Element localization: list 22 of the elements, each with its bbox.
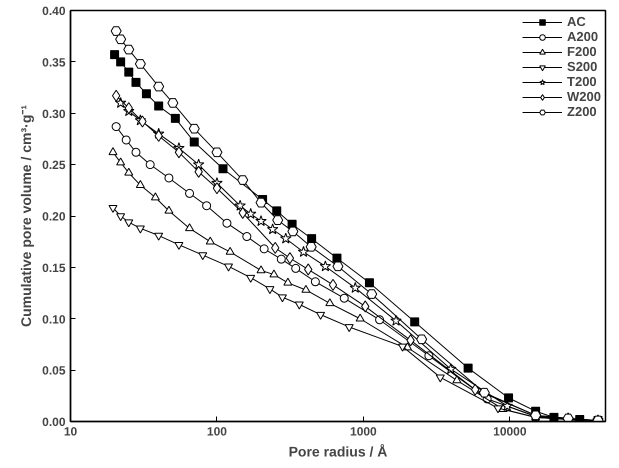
y-axis-title: Cumulative pore volume / cm³·g⁻¹ bbox=[18, 104, 34, 328]
y-tick-label: 0.10 bbox=[42, 312, 66, 326]
y-tick-label: 0.00 bbox=[42, 415, 66, 429]
y-tick-label: 0.25 bbox=[42, 158, 66, 172]
legend-label: A200 bbox=[567, 29, 598, 44]
legend-label: S200 bbox=[567, 59, 598, 74]
legend-label: Z200 bbox=[567, 104, 597, 119]
x-tick-label: 10000 bbox=[493, 424, 527, 438]
legend-label: AC bbox=[567, 14, 587, 29]
y-tick-label: 0.35 bbox=[42, 55, 66, 70]
x-tick-label: 10 bbox=[64, 424, 78, 438]
y-tick-label: 0.15 bbox=[42, 260, 66, 275]
legend-label: F200 bbox=[567, 44, 597, 59]
x-tick-label: 1000 bbox=[350, 424, 378, 438]
x-tick-label: 100 bbox=[206, 424, 228, 438]
y-tick-label: 0.40 bbox=[42, 4, 66, 18]
y-tick-label: 0.30 bbox=[42, 106, 66, 121]
legend-label: W200 bbox=[567, 89, 601, 104]
legend-label: T200 bbox=[567, 74, 597, 89]
y-tick-label: 0.20 bbox=[42, 210, 66, 224]
x-axis-title: Pore radius / Å bbox=[288, 444, 388, 460]
y-tick-label: 0.05 bbox=[42, 364, 66, 378]
